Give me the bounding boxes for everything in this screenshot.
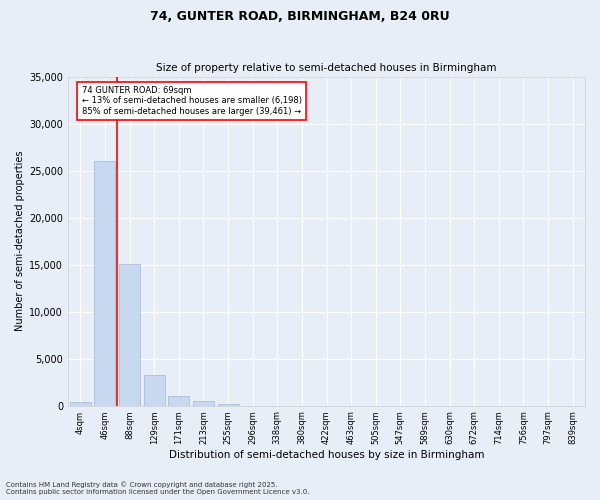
Title: Size of property relative to semi-detached houses in Birmingham: Size of property relative to semi-detach… [156,63,497,73]
Bar [218,404,239,406]
Bar [193,402,214,406]
X-axis label: Distribution of semi-detached houses by size in Birmingham: Distribution of semi-detached houses by … [169,450,484,460]
Text: 74, GUNTER ROAD, BIRMINGHAM, B24 0RU: 74, GUNTER ROAD, BIRMINGHAM, B24 0RU [150,10,450,23]
Bar [119,264,140,406]
Bar [144,374,164,406]
Bar [70,402,91,406]
Bar [94,161,115,406]
Bar [169,396,189,406]
Text: Contains HM Land Registry data © Crown copyright and database right 2025.
Contai: Contains HM Land Registry data © Crown c… [6,482,310,495]
Y-axis label: Number of semi-detached properties: Number of semi-detached properties [15,151,25,332]
Text: 74 GUNTER ROAD: 69sqm
← 13% of semi-detached houses are smaller (6,198)
85% of s: 74 GUNTER ROAD: 69sqm ← 13% of semi-deta… [82,86,302,116]
